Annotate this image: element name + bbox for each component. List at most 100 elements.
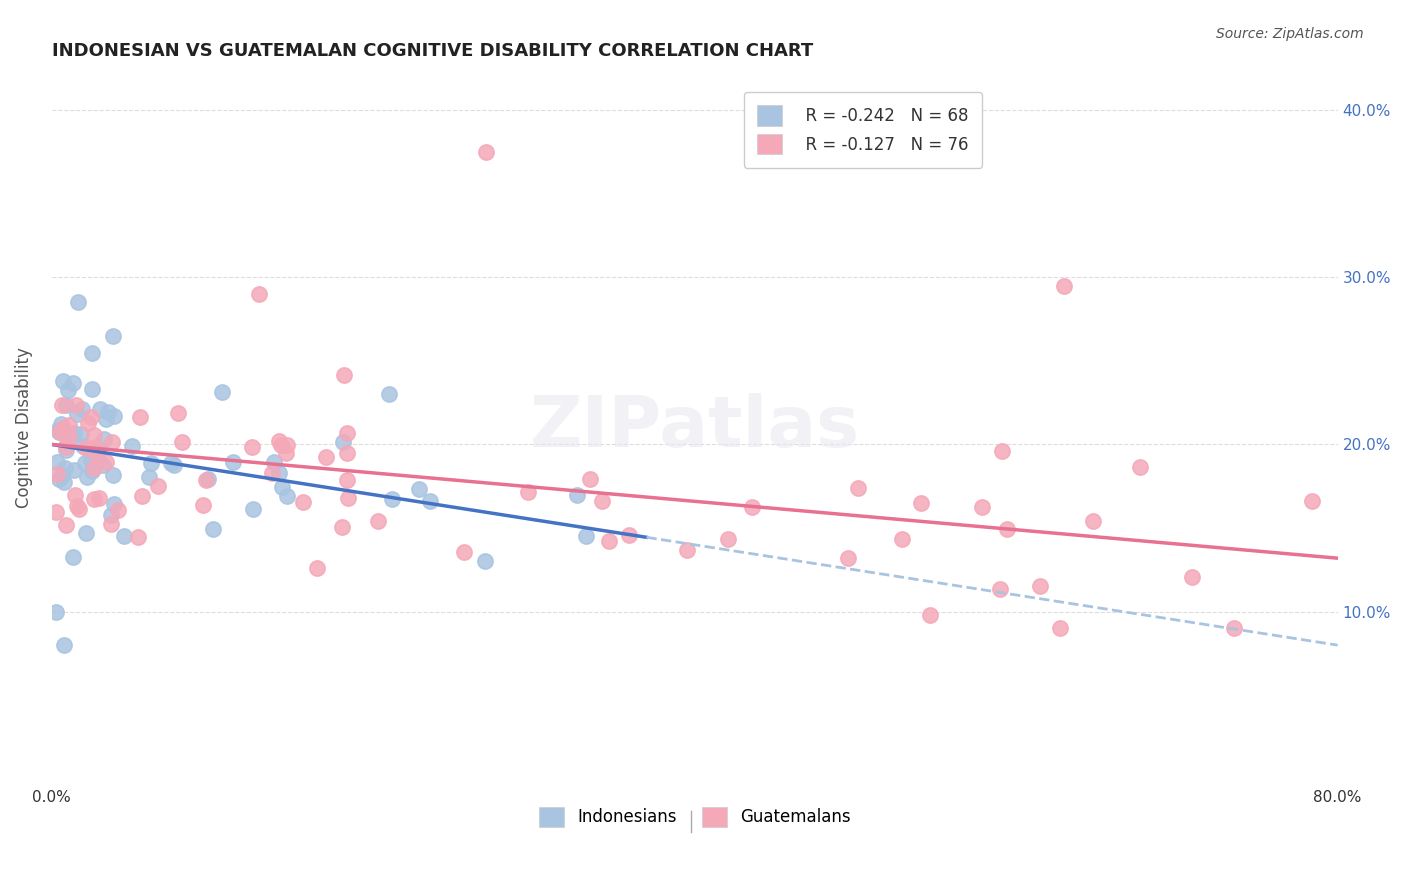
Point xyxy=(1129,459,1152,474)
Point xyxy=(66,407,89,421)
Point xyxy=(988,582,1011,596)
Point xyxy=(267,434,290,448)
Point xyxy=(197,472,219,486)
Point xyxy=(70,427,93,442)
Point xyxy=(139,456,162,470)
Point xyxy=(222,455,245,469)
Point xyxy=(49,425,72,439)
Point xyxy=(58,418,80,433)
Point xyxy=(46,467,69,482)
Point xyxy=(127,530,149,544)
Point xyxy=(51,398,73,412)
Point xyxy=(49,417,72,432)
Point xyxy=(276,438,298,452)
Point xyxy=(62,425,84,440)
Point xyxy=(129,410,152,425)
Point xyxy=(55,442,77,457)
Point xyxy=(211,385,233,400)
Point xyxy=(260,466,283,480)
Point xyxy=(72,439,94,453)
Point xyxy=(86,441,108,455)
Point xyxy=(291,494,314,508)
Point xyxy=(56,384,79,398)
Point xyxy=(46,424,69,438)
Point xyxy=(160,456,183,470)
Point xyxy=(76,470,98,484)
Point xyxy=(87,452,110,467)
Point xyxy=(107,503,129,517)
Text: ZIPatlas: ZIPatlas xyxy=(530,393,859,462)
Point xyxy=(517,485,540,500)
Point xyxy=(846,482,869,496)
Point xyxy=(453,545,475,559)
Point xyxy=(1029,579,1052,593)
Point xyxy=(918,608,941,623)
Point xyxy=(315,450,337,465)
Point xyxy=(1301,494,1323,508)
Point xyxy=(575,529,598,543)
Point xyxy=(70,401,93,416)
Point xyxy=(578,472,600,486)
Point xyxy=(193,498,215,512)
Point xyxy=(97,405,120,419)
Point xyxy=(63,488,86,502)
Point xyxy=(336,446,359,460)
Point xyxy=(381,491,404,506)
Point xyxy=(83,491,105,506)
Point xyxy=(103,409,125,423)
Point xyxy=(56,436,79,450)
Point xyxy=(53,638,76,652)
Point xyxy=(94,455,117,469)
Point xyxy=(65,398,87,412)
Point xyxy=(271,480,294,494)
Point xyxy=(48,472,70,486)
Point xyxy=(408,482,430,496)
Point xyxy=(741,500,763,514)
Point xyxy=(62,550,84,565)
Text: INDONESIAN VS GUATEMALAN COGNITIVE DISABILITY CORRELATION CHART: INDONESIAN VS GUATEMALAN COGNITIVE DISAB… xyxy=(52,42,813,60)
Point xyxy=(66,499,89,513)
Point xyxy=(172,435,194,450)
Point xyxy=(419,494,441,508)
Point xyxy=(1053,278,1076,293)
Point xyxy=(59,428,82,442)
Point xyxy=(201,522,224,536)
Point xyxy=(55,440,77,454)
Point xyxy=(80,345,103,359)
Point xyxy=(100,516,122,531)
Point xyxy=(336,473,359,487)
Point xyxy=(55,518,77,533)
Point xyxy=(910,496,932,510)
Point xyxy=(121,439,143,453)
Point xyxy=(1081,514,1104,528)
Point xyxy=(138,470,160,484)
Point xyxy=(276,489,298,503)
Point xyxy=(240,440,263,454)
Point xyxy=(333,368,356,382)
Point xyxy=(76,416,98,430)
Point xyxy=(146,479,169,493)
Point xyxy=(45,505,67,519)
Point xyxy=(598,534,620,549)
Point xyxy=(837,551,859,566)
Point xyxy=(717,532,740,546)
Point xyxy=(75,442,97,456)
Point xyxy=(75,457,97,471)
Point xyxy=(83,460,105,475)
Legend: Indonesians, Guatemalans: Indonesians, Guatemalans xyxy=(531,800,858,834)
Point xyxy=(55,398,77,412)
Point xyxy=(53,475,76,489)
Point xyxy=(89,401,111,416)
Point xyxy=(48,425,70,439)
Point xyxy=(305,561,328,575)
Point xyxy=(101,435,124,450)
Point xyxy=(336,491,359,506)
Point xyxy=(91,458,114,472)
Point xyxy=(94,412,117,426)
Point xyxy=(1222,622,1244,636)
Point xyxy=(367,514,389,528)
Point xyxy=(565,488,588,502)
Point xyxy=(58,429,80,443)
Point xyxy=(474,145,496,159)
Text: Source: ZipAtlas.com: Source: ZipAtlas.com xyxy=(1216,27,1364,41)
